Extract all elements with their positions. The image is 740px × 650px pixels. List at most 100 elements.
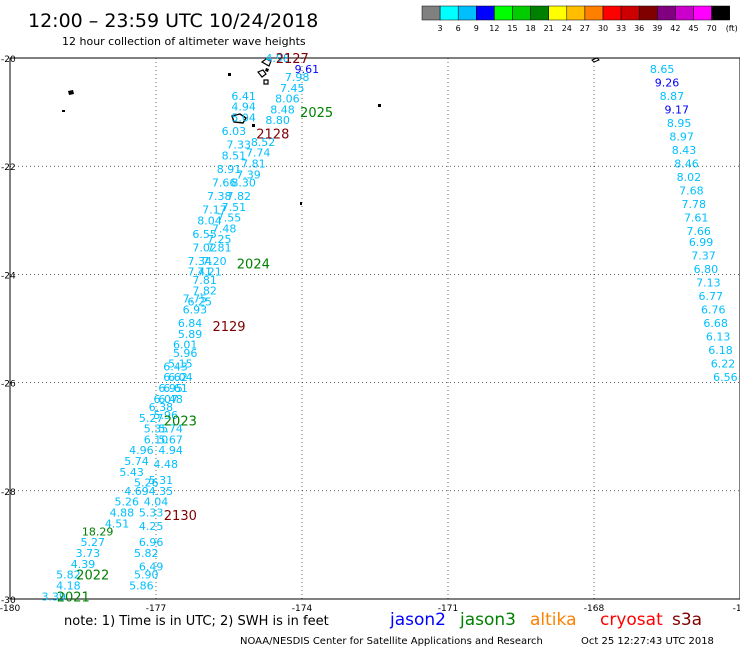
swh-value-label: 5.67 [158,433,183,446]
swh-value-label: 8.46 [674,157,699,170]
satellite-legend-item: cryosat [600,610,663,630]
pass-number-label: 2022 [76,569,109,584]
swh-value-label: 6.77 [699,290,724,303]
swh-value-label: 4.94 [231,101,256,114]
swh-value-label: 6.13 [706,331,731,344]
swh-value-label: 7.82 [226,190,251,203]
colorbar-swatch [657,5,676,21]
swh-value-label: 6.93 [183,304,208,317]
credit-line: NOAA/NESDIS Center for Satellite Applica… [240,636,543,647]
wave-height-labels: 4.98 9.617.987.45 6.41 8.06 4.94 8.48 5.04 8.80… [42,52,738,603]
satellite-legend: jason2 jason3 altika cryosat s3a [389,610,702,630]
colorbar-swatch [620,5,640,21]
colorbar-swatch [439,5,459,21]
swh-value-label: 7.81 [241,157,266,170]
y-tick-label: -20 [1,55,16,65]
colorbar-tick-label: 70 [707,24,717,33]
swh-value-label: 4.96 [129,444,154,457]
y-tick-label: -24 [1,271,16,281]
swh-value-label: 5.82 [56,569,81,582]
colorbar-tick-label: 9 [474,24,479,33]
pass-number-label: 2024 [237,258,270,273]
colorbar-swatch [530,5,549,21]
x-tick-label: -174 [292,604,313,614]
colorbar-swatch [566,5,586,21]
swh-value-label: 3.39 [42,590,67,603]
swh-value-label: 6.61 [163,382,188,395]
swh-value-label: 6.18 [708,344,733,357]
swh-value-label: 5.82 [134,547,159,560]
island-outline [591,57,600,63]
swh-value-label: 8.80 [265,114,290,127]
map-frame [9,57,740,600]
swh-value-label: 4.94 [158,444,183,457]
swh-value-label: 4.39 [71,558,96,571]
colorbar-tick-label: 45 [688,24,698,33]
swh-value-label: 4.25 [139,520,164,533]
swh-value-label: 5.27 [139,412,164,425]
swh-value-label: 7.33 [226,139,251,152]
swh-value-label: 7.51 [222,201,247,214]
map-area: 4.98 9.617.987.45 6.41 8.06 4.94 8.48 5.04 8.80… [0,52,740,614]
units-note: note: 1) Time is in UTC; 2) SWH is in fe… [64,614,329,629]
colorbar-swatch [476,5,495,21]
swh-value-label: 7.02 [192,241,217,254]
island-outline [257,69,267,78]
swh-value-label: 5.74 [158,423,183,436]
island-outline [228,73,231,76]
colorbar-tick-label: 30 [598,24,608,33]
swh-value-label: 7.55 [217,212,242,225]
swh-value-label: 6.03 [222,125,247,138]
swh-value-label: 6.43 [163,360,188,373]
swh-value-label: 6.84 [178,317,203,330]
swh-value-label: 4.48 [153,458,178,471]
swh-value-label: 5.15 [168,358,193,371]
swh-value-label: 18.29 [82,525,114,538]
swh-value-label: 4.98 [265,52,290,65]
colorbar-tick-label: 18 [526,24,536,33]
colorbar-tick-label: 33 [616,24,626,33]
pass-number-label: 2130 [164,509,197,524]
colorbar-tick-label: 36 [634,24,644,33]
colorbar-tick-label: 15 [507,24,517,33]
swh-value-label: 7.78 [682,198,707,211]
swh-value-label: 4.35 [149,485,174,498]
swh-value-label: 5.26 [134,477,159,490]
island-outline [265,68,269,72]
swh-value-label: 7.20 [202,255,227,268]
axis-tick-labels: -180 -177 -174 -171 -168 -16 -20 -22 -24 -26 -28 -3… [0,55,740,614]
satellite-legend-item: s3a [672,610,702,630]
swh-value-label: 8.52 [251,136,276,149]
swh-value-label: 6.80 [694,263,719,276]
y-tick-label: -28 [1,488,16,498]
y-tick-label: -26 [1,380,16,390]
swh-value-label: 5.33 [139,506,164,519]
swh-value-label: 7.66 [686,225,711,238]
swh-value-label: 7.25 [207,233,232,246]
swh-value-label: 8.30 [231,176,256,189]
swh-value-label: 6.49 [139,561,164,574]
swh-value-label: 6.62 [163,371,188,384]
satellite-legend-item: altika [530,610,577,630]
colorbar-swatch [675,5,694,21]
swh-value-label: 8.65 [650,63,675,76]
swh-value-label: 7.39 [236,168,261,181]
swh-value-label: 6.48 [158,393,183,406]
swh-value-label: 8.51 [222,149,247,162]
swh-value-label: 7.74 [246,147,271,160]
swh-value-label: 7.38 [207,190,232,203]
colorbar-tick-label: 21 [544,24,554,33]
swh-value-label: 4.51 [105,517,130,530]
swh-value-label: 7.17 [202,203,227,216]
island-outline [68,90,74,95]
swh-value-label: 6.41 [231,90,256,103]
pass-number-label: 2021 [57,590,90,605]
colorbar-tick-label: 27 [580,24,590,33]
swh-value-label: 6.68 [703,317,728,330]
swh-value-label: 3.73 [76,547,101,560]
swh-value-label: 5.26 [115,496,140,509]
colorbar-legend: 3 6 9 12 15 18 21 24 27 30 33 36 39 42 45 70 (ft) [421,5,738,33]
swh-value-label: 7.98 [285,71,310,84]
colorbar-swatch [693,5,712,21]
